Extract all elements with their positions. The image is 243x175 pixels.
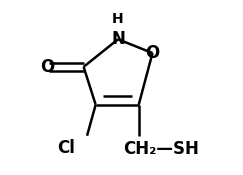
Text: N: N xyxy=(111,30,125,48)
Text: CH₂—SH: CH₂—SH xyxy=(123,141,199,159)
Text: O: O xyxy=(145,44,160,62)
Text: Cl: Cl xyxy=(57,139,75,157)
Text: H: H xyxy=(112,12,124,26)
Text: O: O xyxy=(40,58,55,76)
